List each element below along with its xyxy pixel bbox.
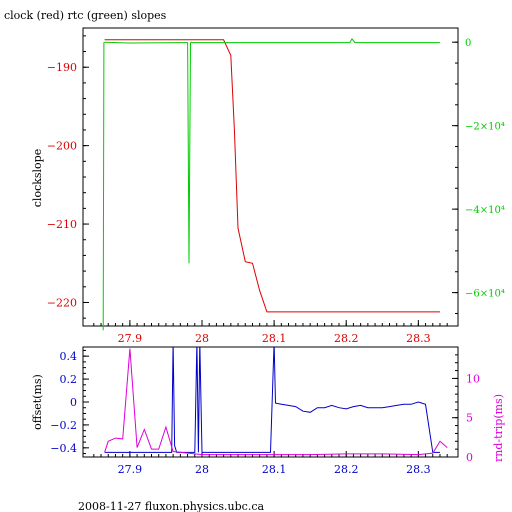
bottom-y2-tick-label: 5 [466,412,473,425]
top-y-axis-label: clockslope [31,149,44,207]
top-left-axis: −190 −200 −210 −220 [47,35,89,319]
top-plot-frame [82,27,459,327]
top-x-axis: 27.9 28 28.1 28.2 28.3 [93,320,448,345]
top-y2-tick-label: −6×10⁴ [465,289,505,300]
top-panel: −190 −200 −210 −220 0 −2×10⁴ −4×10⁴ −6×10⁴ 27.… [31,27,505,345]
bottom-x-tick-label: 28.3 [406,463,431,476]
top-x-tick-label: 27.9 [118,332,143,345]
bottom-left-axis: 0.4 0.2 0 −0.2 −0.4 [50,349,89,455]
top-x-tick-label: 28.1 [262,332,287,345]
bottom-y2-tick-label: 0 [466,451,473,464]
top-y-tick-label: −190 [47,61,77,74]
series-line-rnd-trip [104,348,448,456]
bottom-y-tick-label: −0.4 [50,442,77,455]
top-y-tick-label: −200 [47,140,77,153]
top-x-tick-label: 28.3 [406,332,431,345]
bottom-x-tick-label: 28.2 [334,463,359,476]
bottom-y-tick-label: −0.2 [50,419,77,432]
top-y-tick-label: −220 [47,296,77,309]
bottom-y2-axis-label: rnd-trip(ms) [492,394,505,462]
bottom-y-axis-label: offset(ms) [31,374,44,430]
bottom-x-tick-label: 27.9 [118,463,143,476]
top-y2-tick-label: −2×10⁴ [465,122,505,133]
series-line-clock [104,39,440,313]
bottom-x-tick-label: 28 [195,463,209,476]
bottom-y-tick-label: 0.4 [60,350,78,363]
top-y2-tick-label: −4×10⁴ [465,205,505,216]
bottom-y2-tick-label: 10 [466,372,480,385]
series-line-offset [104,347,440,453]
bottom-x-axis: 27.9 28 28.1 28.2 28.3 [93,451,448,476]
bottom-series-group [104,347,448,456]
top-y-tick-label: −210 [47,218,77,231]
footer-text: 2008-11-27 fluxon.physics.ubc.ca [78,500,264,512]
bottom-right-axis: 10 5 0 [452,354,480,464]
series-line-rtc [102,38,440,331]
chart-title: clock (red) rtc (green) slopes [4,9,167,22]
top-right-axis: 0 −2×10⁴ −4×10⁴ −6×10⁴ [452,38,505,314]
top-series-group [102,38,440,331]
bottom-y-tick-label: 0 [70,396,77,409]
top-x-tick-label: 28.2 [334,332,359,345]
top-x-tick-label: 28 [195,332,209,345]
top-y2-tick-label: 0 [465,38,471,49]
bottom-x-tick-label: 28.1 [262,463,287,476]
bottom-y-tick-label: 0.2 [60,373,78,386]
